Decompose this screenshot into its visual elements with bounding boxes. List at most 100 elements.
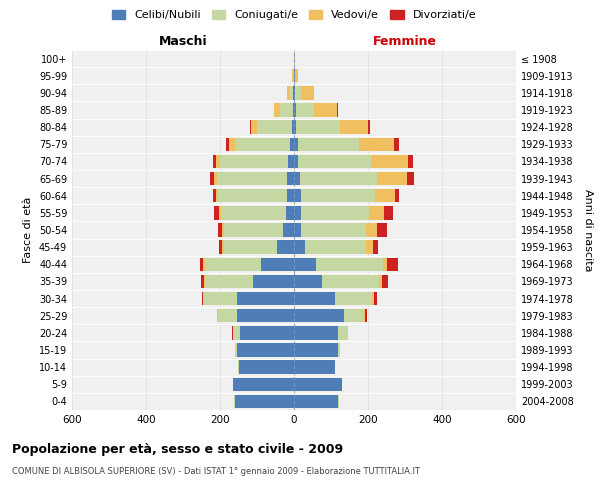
Text: Femmine: Femmine: [373, 36, 437, 49]
Bar: [226, 138, 229, 151]
Bar: [212, 189, 217, 202]
Bar: [294, 138, 298, 151]
Bar: [222, 224, 224, 236]
Bar: [338, 326, 347, 340]
Bar: [394, 138, 400, 151]
Bar: [338, 344, 340, 356]
Bar: [294, 360, 335, 374]
Bar: [377, 224, 386, 236]
Bar: [212, 154, 217, 168]
Bar: [301, 224, 366, 236]
Bar: [233, 378, 294, 391]
Text: COMUNE DI ALBISOLA SUPERIORE (SV) - Dati ISTAT 1° gennaio 2009 - Elaborazione TU: COMUNE DI ALBISOLA SUPERIORE (SV) - Dati…: [12, 468, 420, 476]
Bar: [299, 172, 377, 186]
Bar: [292, 120, 294, 134]
Bar: [224, 224, 283, 236]
Bar: [294, 120, 296, 134]
Bar: [295, 86, 301, 100]
Bar: [316, 258, 383, 271]
Bar: [274, 104, 280, 117]
Bar: [205, 258, 261, 271]
Bar: [344, 309, 364, 322]
Bar: [233, 326, 241, 340]
Bar: [253, 274, 294, 288]
Bar: [236, 344, 294, 356]
Bar: [290, 86, 293, 100]
Bar: [374, 189, 395, 202]
Bar: [217, 309, 218, 322]
Bar: [294, 326, 338, 340]
Bar: [239, 360, 294, 374]
Bar: [236, 309, 294, 322]
Bar: [374, 292, 377, 306]
Bar: [280, 104, 293, 117]
Text: Maschi: Maschi: [158, 36, 208, 49]
Bar: [217, 189, 218, 202]
Bar: [200, 258, 203, 271]
Bar: [301, 189, 374, 202]
Bar: [294, 206, 301, 220]
Bar: [294, 309, 344, 322]
Y-axis label: Fasce di età: Fasce di età: [23, 197, 33, 263]
Legend: Celibi/Nubili, Coniugati/e, Vedovi/e, Divorziati/e: Celibi/Nubili, Coniugati/e, Vedovi/e, Di…: [107, 5, 481, 24]
Bar: [301, 86, 314, 100]
Bar: [217, 172, 287, 186]
Bar: [294, 344, 338, 356]
Bar: [251, 120, 257, 134]
Bar: [294, 86, 295, 100]
Y-axis label: Anni di nascita: Anni di nascita: [583, 188, 593, 271]
Bar: [294, 224, 301, 236]
Bar: [298, 154, 371, 168]
Bar: [203, 292, 236, 306]
Bar: [292, 69, 293, 82]
Bar: [296, 120, 340, 134]
Bar: [322, 274, 379, 288]
Bar: [293, 104, 294, 117]
Bar: [294, 104, 296, 117]
Bar: [219, 240, 222, 254]
Bar: [218, 309, 236, 322]
Bar: [294, 69, 295, 82]
Bar: [229, 138, 235, 151]
Bar: [224, 240, 277, 254]
Bar: [214, 206, 219, 220]
Bar: [235, 344, 236, 356]
Bar: [305, 240, 366, 254]
Bar: [211, 172, 214, 186]
Bar: [366, 240, 373, 254]
Bar: [369, 206, 384, 220]
Bar: [294, 378, 342, 391]
Bar: [295, 69, 298, 82]
Bar: [371, 154, 407, 168]
Bar: [203, 258, 205, 271]
Bar: [294, 274, 322, 288]
Bar: [201, 274, 204, 288]
Bar: [238, 360, 239, 374]
Bar: [366, 224, 377, 236]
Bar: [257, 120, 292, 134]
Bar: [382, 274, 388, 288]
Bar: [205, 274, 253, 288]
Bar: [214, 172, 217, 186]
Bar: [294, 258, 316, 271]
Bar: [287, 172, 294, 186]
Bar: [261, 258, 294, 271]
Bar: [368, 120, 370, 134]
Bar: [379, 274, 382, 288]
Bar: [294, 154, 298, 168]
Bar: [222, 240, 224, 254]
Bar: [221, 206, 286, 220]
Bar: [294, 394, 338, 408]
Bar: [250, 120, 251, 134]
Bar: [387, 258, 398, 271]
Bar: [290, 138, 294, 151]
Bar: [384, 206, 393, 220]
Bar: [202, 292, 203, 306]
Bar: [373, 240, 379, 254]
Bar: [335, 292, 372, 306]
Bar: [287, 189, 294, 202]
Bar: [340, 120, 368, 134]
Bar: [294, 172, 299, 186]
Bar: [359, 138, 394, 151]
Bar: [301, 206, 369, 220]
